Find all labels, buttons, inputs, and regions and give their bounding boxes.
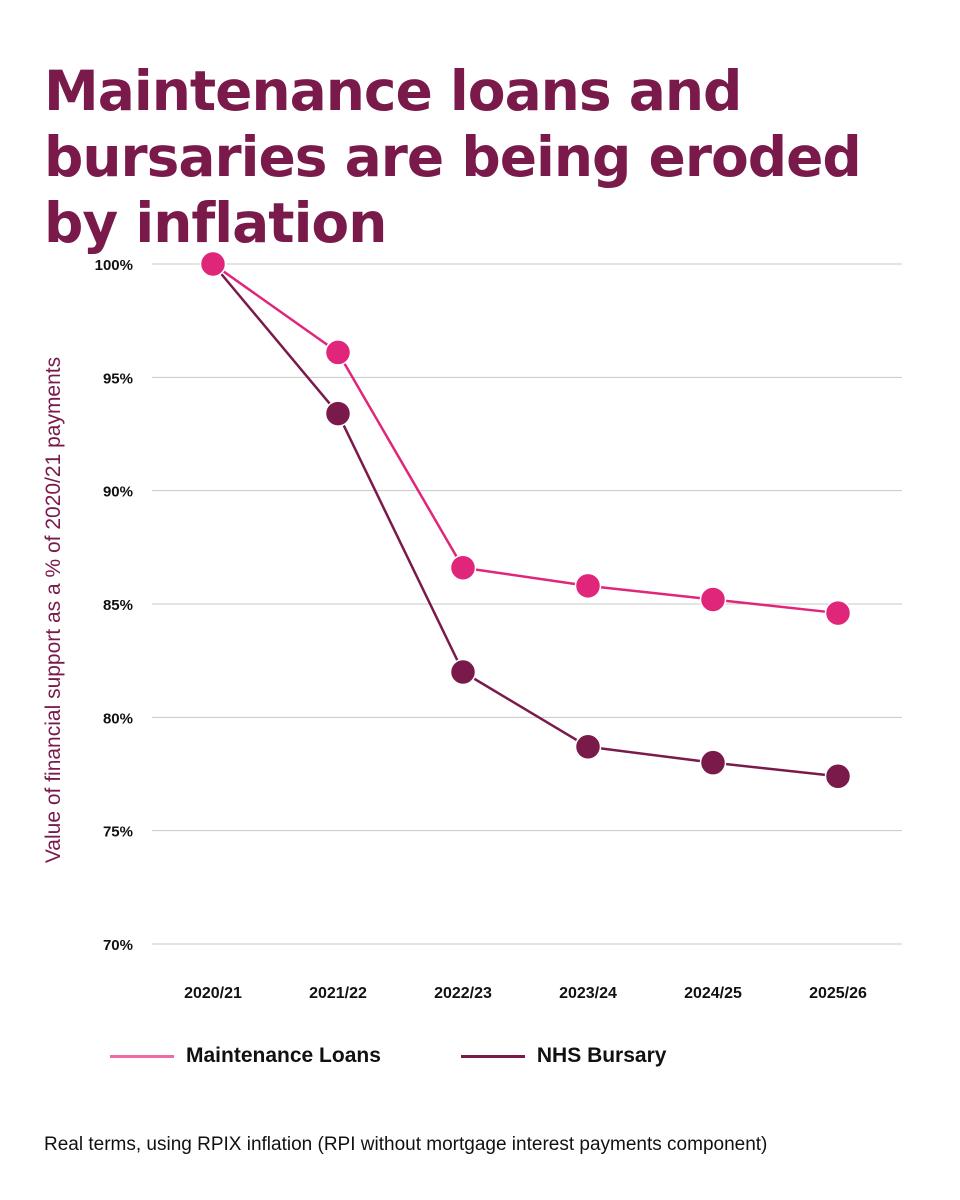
line-chart: 100% 95% 90% 85% 80% 75% 70% 2020/21 2021/22 2022… [95,250,902,1002]
data-point-nhs-bursary [699,749,727,776]
legend-label-maintenance-loans: Maintenance Loans [186,1044,381,1067]
y-tick-label: 95% [103,370,133,387]
data-point-nhs-bursary [324,400,352,427]
y-tick-label: 75% [103,824,133,841]
x-tick-label: 2025/26 [809,985,867,1002]
y-tick-label: 70% [103,937,133,954]
series-line-nhs-bursary [212,263,839,778]
x-tick-label: 2022/23 [434,985,492,1002]
data-point-nhs-bursary [449,658,477,686]
y-tick-label: 85% [103,597,133,614]
chart-title: Maintenance loans and bursaries are bein… [44,59,862,255]
legend-item-maintenance-loans: Maintenance Loans [110,1044,381,1068]
footnote: Real terms, using RPIX inflation (RPI wi… [44,1134,768,1155]
data-point-maintenance-loans [824,599,852,627]
y-tick-label: 90% [103,484,133,501]
legend-swatch-maintenance-loans [110,1054,174,1058]
data-point-maintenance-loans [449,554,477,581]
y-tick-label: 80% [103,710,133,727]
legend-label-nhs-bursary: NHS Bursary [536,1044,667,1067]
series-line-maintenance-loans [212,262,839,615]
data-point-maintenance-loans [574,572,602,600]
x-tick-label: 2023/24 [559,985,617,1002]
data-point-nhs-bursary [824,763,852,790]
x-tick-label: 2021/22 [309,985,367,1002]
legend: Maintenance Loans NHS Bursary [110,1044,746,1068]
legend-item-nhs-bursary: NHS Bursary [460,1044,667,1068]
data-point-maintenance-loans [199,250,227,278]
data-point-maintenance-loans [699,586,727,613]
y-tick-label: 100% [95,257,133,274]
x-tick-label: 2024/25 [684,985,742,1002]
legend-swatch-nhs-bursary [460,1054,525,1058]
data-point-nhs-bursary [574,733,602,761]
data-point-maintenance-loans [324,339,352,366]
x-tick-label: 2020/21 [184,985,242,1002]
